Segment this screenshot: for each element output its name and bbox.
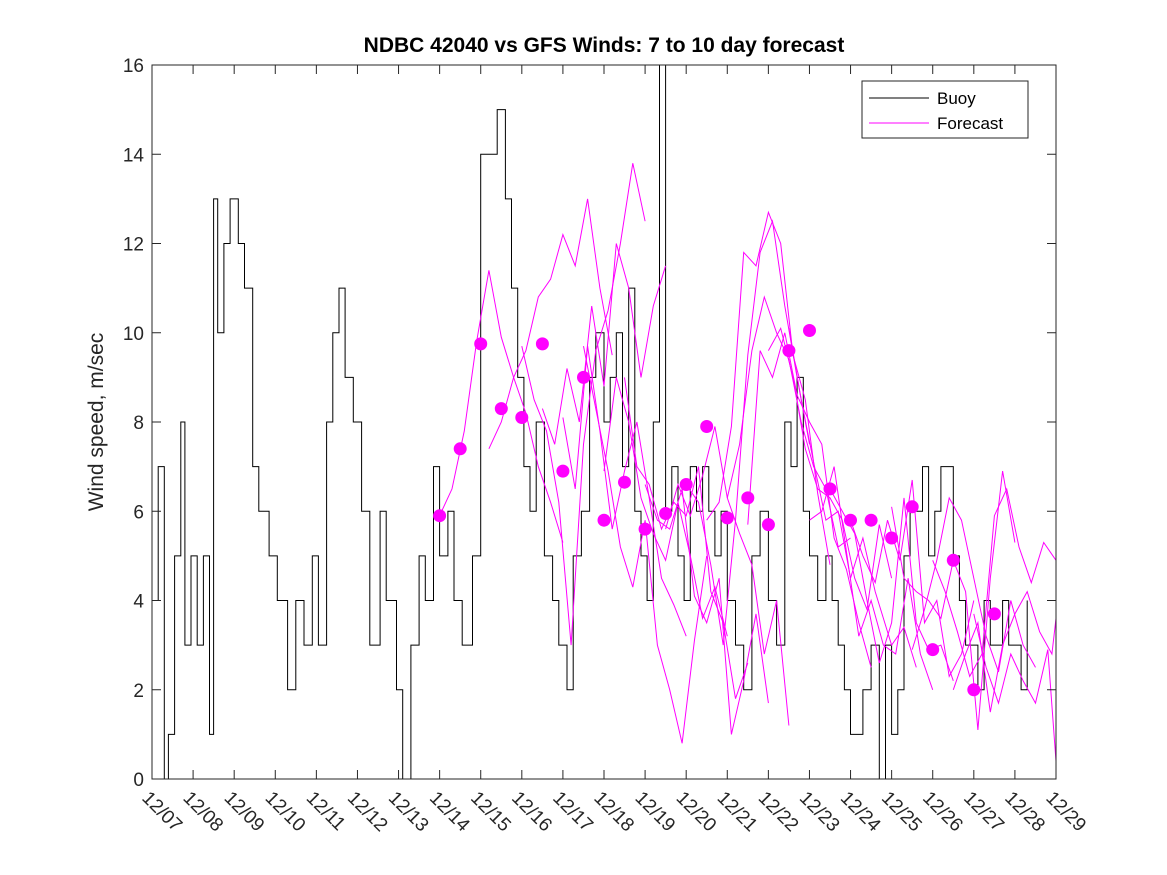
legend-forecast-label: Forecast [937,114,1003,133]
forecast-trace-12 [706,210,831,565]
forecast-point [700,420,714,433]
y-tick-label: 4 [133,592,144,613]
y-tick-label: 12 [123,235,144,256]
forecast-point [844,513,857,527]
forecast-point [885,531,899,545]
axes-box [151,64,1057,780]
forecast-trace-8 [624,377,749,699]
legend-buoy-label: Buoy [937,89,976,108]
forecast-point [761,518,775,532]
forecast-point [823,482,837,496]
forecast-point [597,513,611,527]
forecast-trace-3 [521,163,646,646]
y-tick-label: 8 [133,413,144,434]
forecast-point [987,607,1001,621]
forecast-point [494,402,508,416]
forecast-trace-23 [952,590,1057,713]
forecast-point [905,500,919,514]
forecast-trace-21 [911,496,1036,673]
forecast-trace-19 [850,479,975,678]
forecast-trace-2 [488,198,613,450]
legend: Buoy Forecast [861,80,1029,139]
forecast-trace-9 [644,484,769,735]
y-tick-label: 2 [133,681,144,702]
forecast-point [782,344,796,358]
forecast-trace-5 [562,346,687,637]
forecast-point [720,511,734,525]
forecast-point [515,411,529,424]
y-tick-label: 16 [123,56,144,77]
forecast-point [741,491,755,505]
forecast-point [659,507,673,520]
forecast-trace-7 [603,377,728,637]
series-layer [152,64,1057,780]
forecast-trace-22 [932,487,1057,678]
forecast-trace-24 [973,613,1057,762]
forecast-point [638,522,652,536]
forecast-trace-17 [809,466,934,690]
forecast-point [577,370,590,384]
forecast-trace-14 [747,332,872,668]
forecast-point [618,475,631,489]
y-tick-label: 0 [133,770,144,791]
y-axis-label: Wind speed, m/sec [85,333,108,512]
legend-box [861,80,1029,139]
forecast-point [556,464,570,478]
forecast-point [926,643,940,657]
forecast-point [803,324,816,337]
forecast-point [967,683,981,697]
forecast-trace-6 [583,346,708,744]
forecast-point [535,337,549,351]
forecast-trace-4 [541,243,667,445]
forecast-point [946,553,960,567]
forecast-trace-15 [767,326,893,612]
forecast-point [433,509,447,523]
y-tick-label: 10 [123,324,144,345]
buoy-line [152,64,1028,780]
forecast-point [679,478,693,491]
chart-title: NDBC 42040 vs GFS Winds: 7 to 10 day for… [364,34,845,57]
forecast-point [864,513,878,527]
forecast-point [474,337,488,351]
forecast-point [453,442,467,456]
y-tick-label: 6 [133,502,144,523]
y-tick-label: 14 [123,145,145,166]
